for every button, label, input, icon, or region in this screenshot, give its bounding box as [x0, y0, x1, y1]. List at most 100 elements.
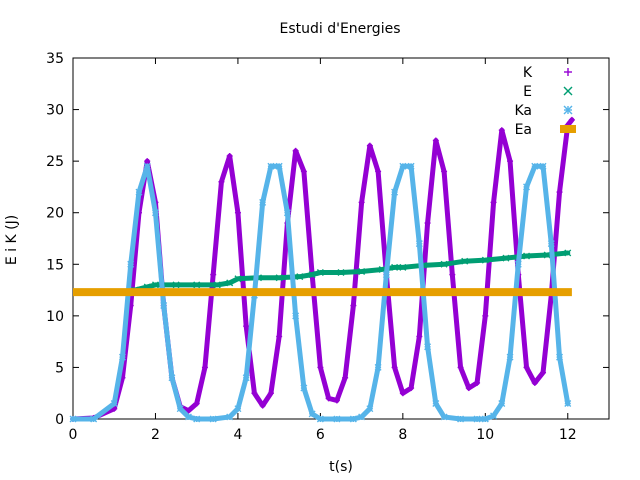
data-point [118, 353, 126, 361]
data-point [416, 333, 423, 340]
data-point [482, 312, 489, 319]
data-point [514, 260, 522, 268]
data-point [193, 415, 201, 423]
data-point [296, 273, 304, 281]
series-K [70, 116, 575, 422]
y-tick-label: 25 [46, 154, 64, 170]
data-point [213, 281, 221, 289]
legend: KE Ka Ea [514, 65, 576, 138]
data-point [160, 302, 168, 310]
data-point [184, 413, 192, 421]
data-point [259, 198, 267, 206]
data-point [333, 415, 341, 423]
data-point [564, 249, 572, 257]
x-tick-label: 8 [398, 427, 407, 443]
data-trace [70, 163, 571, 422]
data-point [234, 275, 242, 283]
data-point [317, 364, 324, 371]
data-point [490, 412, 498, 420]
legend-marker [563, 86, 573, 96]
data-point [349, 415, 357, 423]
data-point [151, 281, 159, 289]
data-point [440, 413, 448, 421]
data-point [185, 407, 192, 414]
data-point [209, 415, 217, 423]
data-point [440, 260, 448, 268]
data-point [316, 269, 324, 277]
legend-label: K [523, 65, 533, 81]
data-point [382, 271, 390, 279]
data-point [507, 158, 514, 165]
data-point [441, 168, 448, 175]
data-point [366, 405, 374, 413]
x-tick-label: 4 [233, 427, 242, 443]
data-point [111, 405, 118, 412]
data-point [144, 158, 151, 165]
x-tick-label: 6 [316, 427, 325, 443]
data-trace [132, 250, 571, 293]
data-point [432, 137, 439, 144]
data-point [407, 162, 415, 170]
data-point [292, 312, 300, 320]
data-point [300, 384, 308, 392]
data-point [127, 260, 135, 268]
data-point [226, 279, 234, 287]
data-point [399, 162, 407, 170]
data-point [399, 390, 406, 397]
data-point [350, 302, 357, 309]
data-point [457, 364, 464, 371]
data-point [267, 390, 274, 397]
data-point [399, 263, 407, 271]
data-point [292, 147, 299, 154]
data-point [391, 364, 398, 371]
data-point [358, 413, 366, 421]
data-point [564, 400, 572, 408]
data-point [457, 415, 465, 423]
data-point [424, 220, 431, 227]
data-point [172, 281, 180, 289]
data-point [316, 415, 324, 423]
data-point [531, 162, 539, 170]
data-point [465, 385, 472, 392]
y-tick-label: 5 [55, 360, 64, 376]
data-point [481, 415, 489, 423]
data-point [498, 127, 505, 134]
data-point [415, 240, 423, 248]
data-point [193, 400, 200, 407]
data-point [374, 363, 382, 371]
legend-marker [564, 68, 572, 76]
data-point [251, 390, 258, 397]
data-point [539, 162, 547, 170]
data-point [391, 263, 399, 271]
data-point [234, 405, 242, 413]
data-point [275, 274, 283, 282]
legend-label: E [523, 84, 532, 100]
data-point [408, 385, 415, 392]
data-point [358, 268, 366, 276]
data-point [69, 415, 77, 423]
data-point [275, 162, 283, 170]
data-point [424, 343, 432, 351]
data-point [308, 271, 316, 279]
data-point [151, 209, 159, 217]
legend-label: Ka [514, 103, 532, 119]
data-point [523, 183, 531, 191]
data-point [333, 397, 340, 404]
data-point [506, 353, 514, 361]
series-E [131, 249, 572, 294]
data-point [523, 364, 530, 371]
data-point [210, 271, 217, 278]
data-point [375, 168, 382, 175]
data-point [568, 116, 575, 123]
data-point [276, 333, 283, 340]
data-point [391, 188, 399, 196]
y-tick-label: 20 [46, 206, 64, 222]
data-point [556, 353, 564, 361]
data-point [481, 256, 489, 264]
data-point [300, 168, 307, 175]
x-axis-label: t(s) [329, 459, 353, 475]
data-point [259, 402, 266, 409]
data-point [234, 209, 241, 216]
data-point [366, 142, 373, 149]
data-point [325, 395, 332, 402]
